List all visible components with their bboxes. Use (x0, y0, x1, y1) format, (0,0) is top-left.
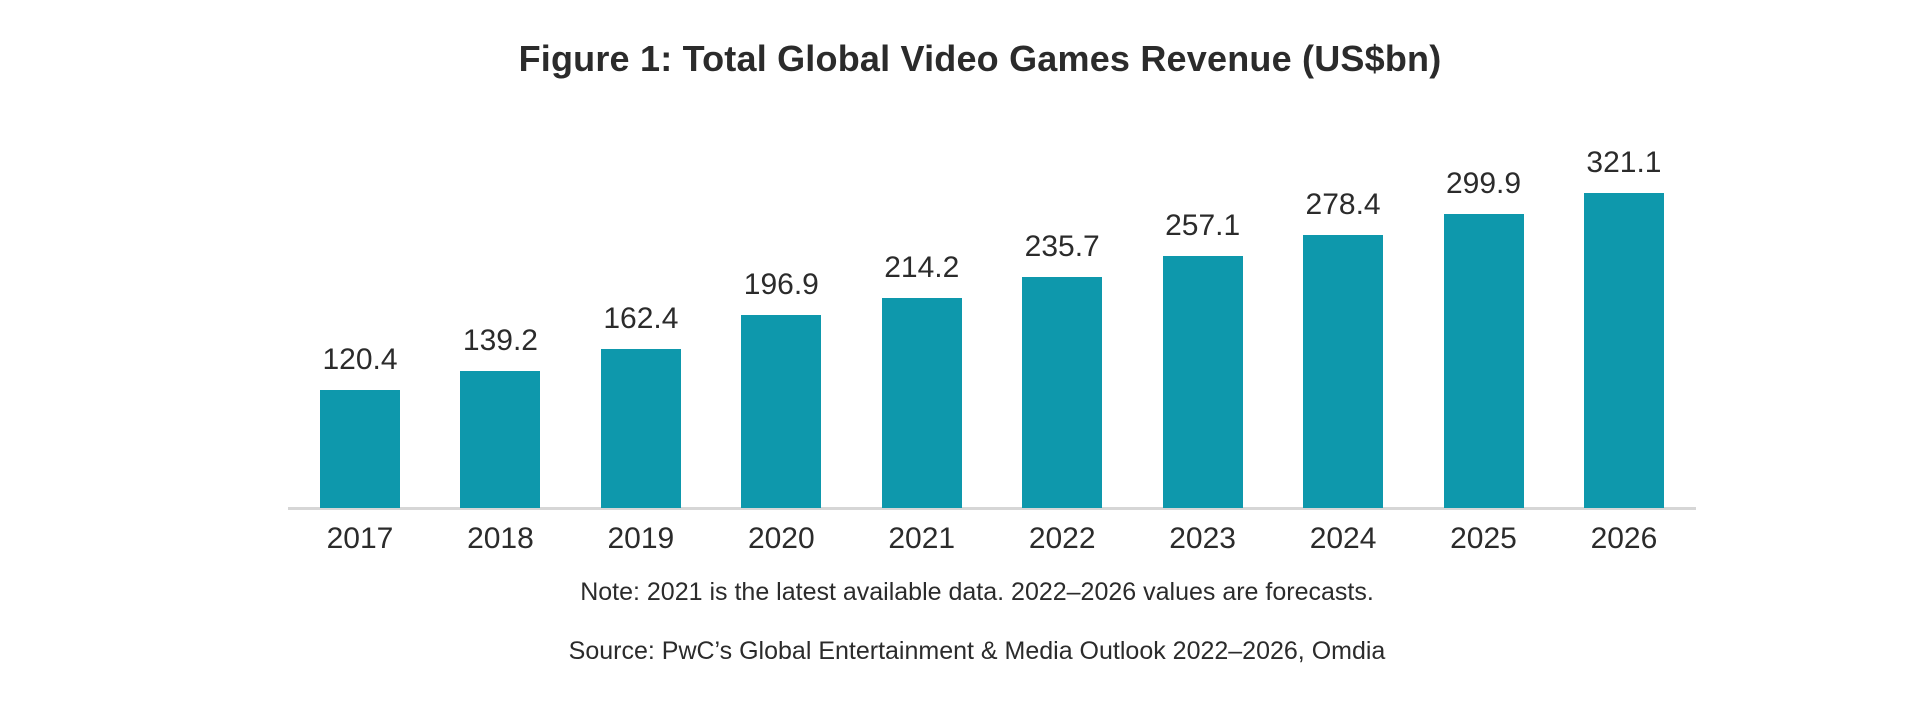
bar-value-label: 235.7 (1024, 229, 1100, 263)
bar-column: 120.4 (320, 343, 400, 508)
bar-column: 196.9 (741, 267, 822, 508)
bar-column: 257.1 (1162, 208, 1243, 508)
x-axis-tick-label: 2025 (1450, 522, 1517, 555)
bar (1162, 255, 1243, 508)
bars-row: 120.4 139.2 162.4 196.9 214.2 235.7 257.1 278.4… (288, 100, 1696, 508)
bar-column: 139.2 (460, 324, 541, 508)
x-axis-tick-label: 2024 (1309, 522, 1377, 555)
chart-note: Note: 2021 is the latest available data.… (580, 578, 1374, 606)
bar-value-label: 214.2 (884, 250, 960, 284)
bar-value-label: 321.1 (1586, 146, 1662, 179)
chart-source: Source: PwC’s Global Entertainment & Med… (568, 637, 1386, 665)
bar (320, 389, 400, 508)
bar (1583, 193, 1664, 508)
bar-value-label: 120.4 (322, 342, 398, 376)
x-axis-tick-label: 2022 (1028, 522, 1096, 555)
bar-value-label: 257.1 (1165, 208, 1241, 242)
bar (460, 371, 541, 508)
bar-value-label: 299.9 (1445, 166, 1522, 200)
bar-column: 162.4 (600, 301, 681, 508)
x-axis-tick-label: 2018 (467, 522, 534, 555)
bar-column: 278.4 (1303, 187, 1384, 508)
bar (1303, 234, 1384, 508)
bar-value-label: 162.4 (603, 301, 679, 335)
bar-column: 299.9 (1443, 166, 1524, 508)
bar (600, 348, 681, 508)
x-axis-line (288, 507, 1696, 510)
bar-column: 235.7 (1022, 229, 1103, 508)
bar (741, 314, 822, 508)
bar (881, 297, 962, 508)
bar-column: 214.2 (881, 250, 962, 508)
x-axis-tick-labels: 2017 2018 2019 2020 2021 2022 2023 2024 2025 2026 (288, 521, 1696, 557)
x-axis-tick-label: 2017 (326, 522, 394, 555)
chart-title: Figure 1: Total Global Video Games Reven… (518, 38, 1442, 79)
bar-value-label: 139.2 (462, 324, 538, 358)
bar-value-label: 278.4 (1305, 187, 1381, 221)
figure-1-chart: Figure 1: Total Global Video Games Reven… (288, 0, 1696, 719)
x-axis-tick-label: 2019 (607, 522, 675, 555)
x-axis-tick-label: 2026 (1590, 522, 1658, 555)
bar (1443, 213, 1524, 508)
bar-column: 321.1 (1583, 146, 1664, 508)
x-axis-tick-label: 2021 (888, 522, 956, 555)
x-axis-tick-label: 2020 (747, 522, 815, 555)
bar-value-label: 196.9 (743, 267, 819, 301)
bar (1022, 276, 1103, 508)
x-axis-tick-label: 2023 (1169, 522, 1236, 555)
